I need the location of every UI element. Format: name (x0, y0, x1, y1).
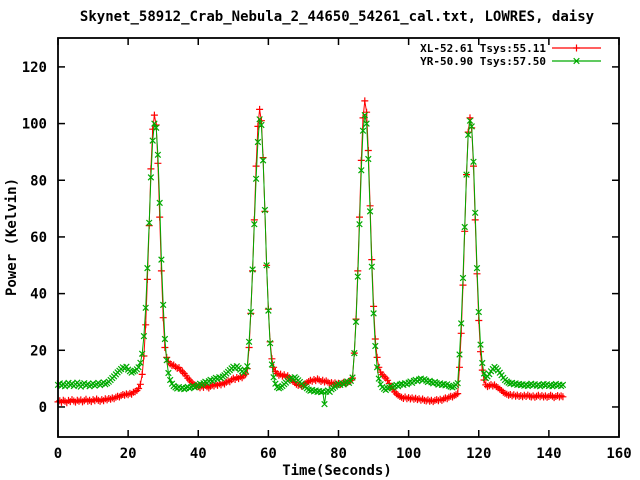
y-tick-label: 100 (22, 117, 47, 133)
x-axis-label: Time(Seconds) (282, 463, 392, 479)
legend-label-xl: XL-52.61 Tsys:55.11 (420, 42, 546, 55)
y-tick-label: 0 (39, 400, 47, 416)
x-tick-label: 20 (120, 446, 137, 462)
axis-ticks: 0 20 40 60 80 100 120 140 160 0 20 40 60 80 100 120 (22, 38, 632, 462)
plot-border (57, 37, 620, 438)
y-tick-label: 120 (22, 60, 47, 76)
x-tick-label: 0 (54, 446, 62, 462)
y-tick-label: 60 (30, 230, 47, 246)
y-axis-label: Power (Kelvin) (4, 178, 20, 296)
y-tick-label: 20 (30, 343, 47, 359)
x-tick-label: 60 (260, 446, 277, 462)
x-tick-label: 100 (396, 446, 421, 462)
legend-sample-markers (552, 44, 601, 65)
x-tick-label: 40 (190, 446, 207, 462)
x-tick-label: 140 (536, 446, 561, 462)
x-tick-label: 160 (606, 446, 631, 462)
y-tick-label: 80 (30, 173, 47, 189)
chart-title: Skynet_58912_Crab_Nebula_2_44650_54261_c… (80, 9, 595, 25)
legend-label-yr: YR-50.90 Tsys:57.50 (420, 55, 546, 68)
x-tick-label: 120 (466, 446, 491, 462)
y-tick-label: 40 (30, 287, 47, 303)
legend-sample-marker (573, 44, 580, 52)
legend: XL-52.61 Tsys:55.11 YR-50.90 Tsys:57.50 (420, 42, 601, 68)
x-tick-label: 80 (330, 446, 347, 462)
legend-sample-marker (573, 57, 580, 65)
